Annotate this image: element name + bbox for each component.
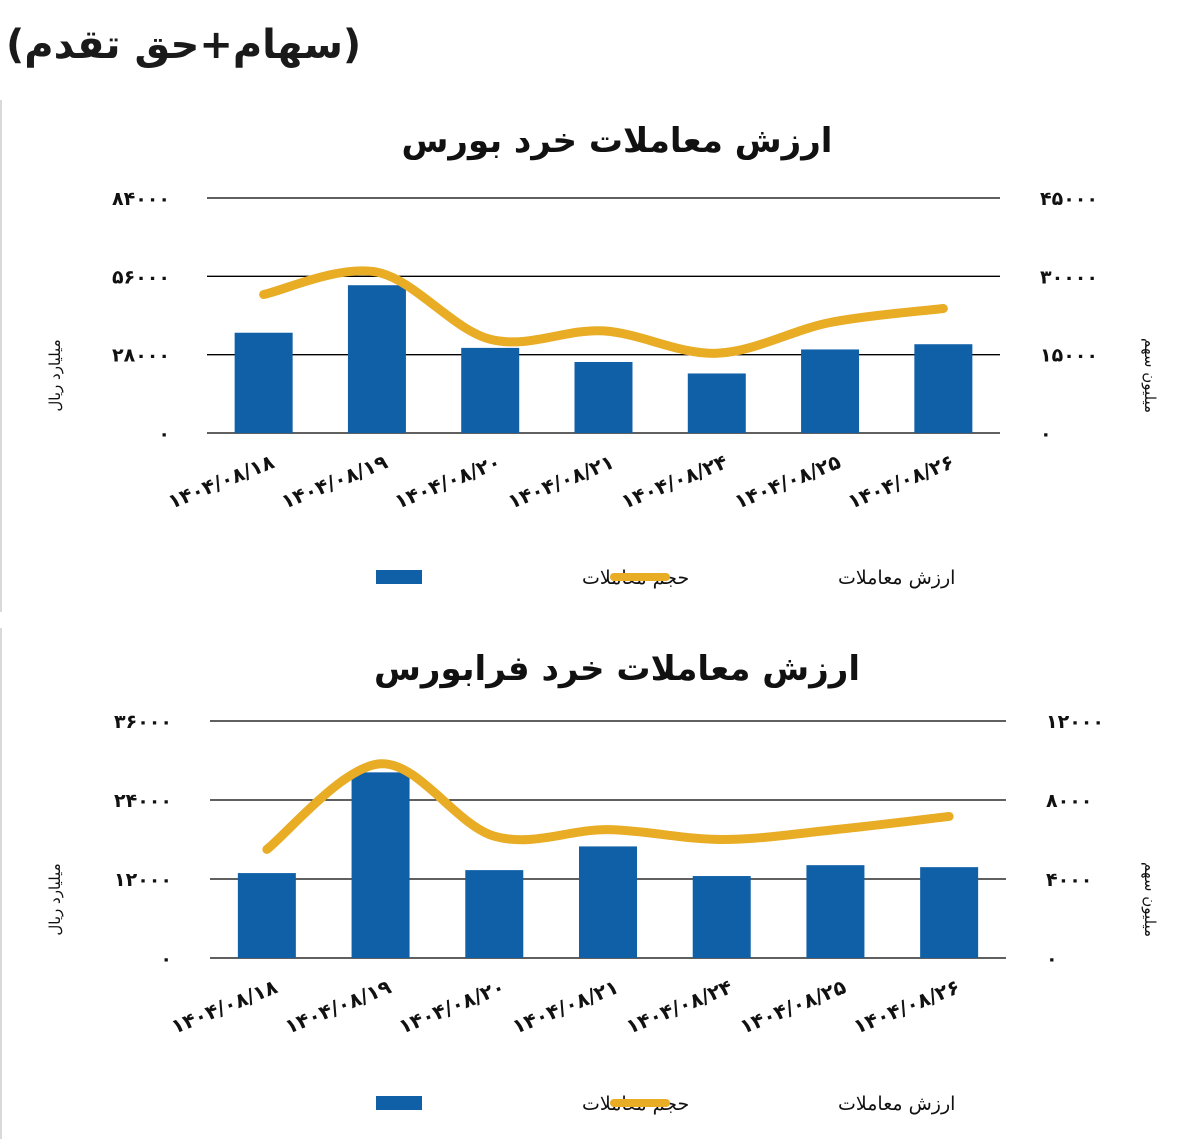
chart-farabourse-x-tick-label: ۱۴۰۴/۰۸/۱۹ [281,974,394,1038]
chart-farabourse-bar [579,846,637,958]
chart-farabourse-y-axis-label: میلیارد ریال [46,863,64,935]
chart-bourse-x-tick-label: ۱۴۰۴/۰۸/۲۴ [618,449,731,513]
chart-bourse-title: ارزش معاملات خرد بورس [402,121,833,161]
chart-farabourse: ارزش معاملات خرد فرابورس ۰ ۰ ۱۲۰۰۰ ۴۰۰۰ ۲۴۰۰۰… [46,649,1159,1115]
chart-farabourse-x-tick-label: ۱۴۰۴/۰۸/۱۸ [168,974,281,1038]
chart-farabourse-x-tick-label: ۱۴۰۴/۰۸/۲۰ [395,974,508,1038]
chart-bourse-legend-line-label: ارزش معاملات [838,567,955,589]
page-heading: (سهام+حق تقدم) [6,22,362,68]
chart-bourse-x-tick-label: ۱۴۰۴/۰۸/۱۸ [164,449,277,513]
chart-farabourse-x-tick-label: ۱۴۰۴/۰۸/۲۱ [509,974,622,1038]
chart-bourse: ارزش معاملات خرد بورس ۰ ۰ ۲۸۰۰۰ ۱۵۰۰۰ ۵۶۰۰۰ ۳۰… [46,121,1159,589]
chart-bourse-x-tick-label: ۱۴۰۴/۰۸/۲۱ [504,449,617,513]
chart-farabourse-bar [692,876,751,958]
chart-bourse-x-tick-label: ۱۴۰۴/۰۸/۲۵ [731,449,844,513]
chart-farabourse-legend-line-label: ارزش معاملات [838,1093,955,1115]
chart-farabourse-legend-bar-swatch [376,1096,422,1110]
chart-farabourse-y2-axis-label: میلیون سهم [1141,862,1159,937]
chart-bourse-x-tick-label: ۱۴۰۴/۰۸/۱۹ [278,449,391,513]
chart-farabourse-x-tick-label: ۱۴۰۴/۰۸/۲۶ [850,974,963,1038]
chart-panel-farabourse: ارزش معاملات خرد فرابورس ۰ ۰ ۱۲۰۰۰ ۴۰۰۰ ۲۴۰۰۰… [0,628,1200,1139]
chart-farabourse-bar [351,772,410,958]
chart-farabourse-y-tick-label: ۲۴۰۰۰ [114,790,172,812]
chart-bourse-bar [234,332,293,433]
chart-farabourse-y2-tick-label: ۸۰۰۰ [1046,790,1092,812]
chart-farabourse-bar [465,870,524,958]
chart-farabourse-y-tick-label: ۳۶۰۰۰ [114,711,172,733]
chart-bourse-y2-axis-label: میلیون سهم [1141,338,1159,413]
chart-bourse-y2-tick-label: ۳۰۰۰۰ [1040,266,1098,288]
chart-farabourse-x-tick-label: ۱۴۰۴/۰۸/۲۵ [736,974,849,1038]
chart-bourse-bar [347,285,406,433]
chart-bourse-y-tick-label: ۵۶۰۰۰ [112,266,170,288]
chart-bourse-y-tick-label: ۲۸۰۰۰ [112,345,170,367]
chart-bourse-y-tick-label: ۰ [158,423,170,445]
chart-bourse-bar [801,349,860,433]
chart-bourse-bar [574,361,633,433]
chart-panel-bourse: ارزش معاملات خرد بورس ۰ ۰ ۲۸۰۰۰ ۱۵۰۰۰ ۵۶۰۰۰ ۳۰… [0,100,1200,612]
chart-farabourse-y-tick-label: ۰ [160,948,172,970]
chart-farabourse-y-tick-label: ۱۲۰۰۰ [114,869,172,891]
chart-farabourse-bar [806,865,865,958]
chart-farabourse-y2-tick-label: ۰ [1046,948,1058,970]
chart-bourse-y-axis-label: میلیارد ریال [46,339,64,411]
chart-bourse-bar [687,373,746,433]
chart-farabourse-y2-tick-label: ۴۰۰۰ [1046,869,1092,891]
chart-bourse-y-tick-label: ۸۴۰۰۰ [112,188,170,210]
chart-bourse-y2-tick-label: ۱۵۰۰۰ [1040,345,1098,367]
chart-bourse-x-tick-label: ۱۴۰۴/۰۸/۲۰ [391,449,504,513]
chart-farabourse-bar [237,873,296,958]
chart-bourse-y2-tick-label: ۴۵۰۰۰ [1040,188,1098,210]
chart-farabourse-x-tick-label: ۱۴۰۴/۰۸/۲۴ [623,974,736,1038]
chart-bourse-bar [914,344,973,433]
chart-farabourse-bar [920,867,979,958]
chart-bourse-y2-tick-label: ۰ [1040,423,1052,445]
chart-bourse-bar [461,347,520,433]
chart-bourse-x-tick-label: ۱۴۰۴/۰۸/۲۶ [844,449,957,513]
chart-farabourse-title: ارزش معاملات خرد فرابورس [374,649,860,689]
chart-bourse-legend-bar-swatch [376,570,422,584]
chart-farabourse-y2-tick-label: ۱۲۰۰۰ [1046,711,1104,733]
